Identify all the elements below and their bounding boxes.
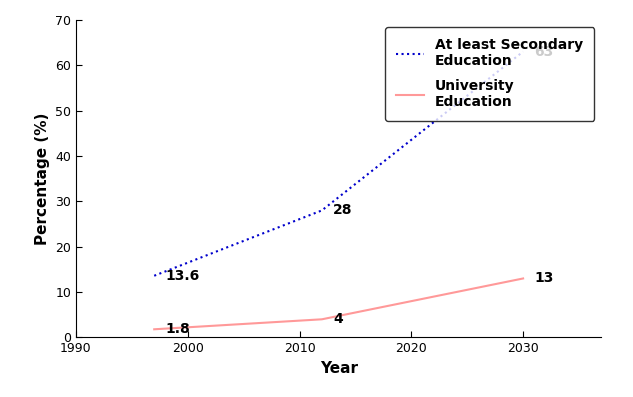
University
Education bbox=[519, 276, 527, 281]
Text: 13: 13 bbox=[534, 272, 554, 285]
Text: 63: 63 bbox=[534, 44, 553, 59]
Y-axis label: Percentage (%): Percentage (%) bbox=[35, 112, 49, 245]
Text: 13.6: 13.6 bbox=[165, 269, 199, 283]
Legend: At least Secondary
Education, University
Education: At least Secondary Education, University… bbox=[385, 27, 594, 121]
At least Secondary
Education bbox=[151, 274, 158, 278]
Text: 28: 28 bbox=[333, 203, 353, 218]
Text: 1.8: 1.8 bbox=[165, 322, 190, 336]
Line: University
Education: University Education bbox=[154, 278, 523, 329]
Line: At least Secondary
Education: At least Secondary Education bbox=[154, 52, 523, 276]
University
Education bbox=[318, 317, 326, 322]
Text: 4: 4 bbox=[333, 312, 343, 326]
University
Education bbox=[151, 327, 158, 331]
At least Secondary
Education bbox=[519, 49, 527, 54]
X-axis label: Year: Year bbox=[320, 361, 358, 376]
At least Secondary
Education bbox=[318, 208, 326, 213]
